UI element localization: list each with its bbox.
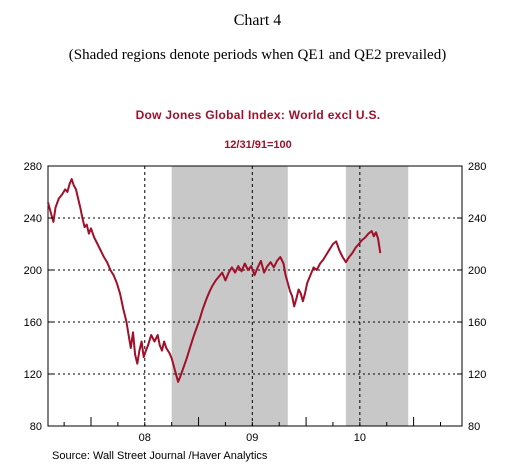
y-tick-label-right: 240 [468, 213, 486, 225]
y-tick-label-left: 120 [24, 369, 42, 381]
plot-frame [47, 165, 463, 427]
y-tick-label-left: 80 [30, 421, 42, 433]
y-tick-label-right: 280 [468, 161, 486, 173]
y-tick-label-right: 80 [468, 421, 480, 433]
y-tick-label-right: 200 [468, 265, 486, 277]
page-title: Chart 4 [233, 12, 282, 29]
y-tick-label-left: 160 [24, 317, 42, 329]
plot-area: 80 80 120 120 160 160 200 200 240 240 280 280 08 09 10 [24, 161, 487, 444]
x-tick-label: 10 [354, 432, 366, 444]
y-tick-label-left: 240 [24, 213, 42, 225]
y-tick-label-right: 160 [468, 317, 486, 329]
page-subtitle: (Shaded regions denote periods when QE1 … [68, 47, 447, 63]
chart-subtitle: 12/31/91=100 [224, 139, 292, 151]
y-tick-label-left: 280 [24, 161, 42, 173]
shaded-region-1 [171, 166, 288, 426]
series-line-world-excl-us [47, 178, 382, 383]
source-note: Source: Wall Street Journal /Haver Analy… [52, 450, 268, 462]
x-tick-label: 09 [246, 432, 258, 444]
x-tick-label: 08 [139, 432, 151, 444]
chart-title: Dow Jones Global Index: World excl U.S. [136, 108, 381, 122]
y-tick-label-left: 200 [24, 265, 42, 277]
y-tick-label-right: 120 [468, 369, 486, 381]
shaded-region-2 [345, 166, 409, 426]
